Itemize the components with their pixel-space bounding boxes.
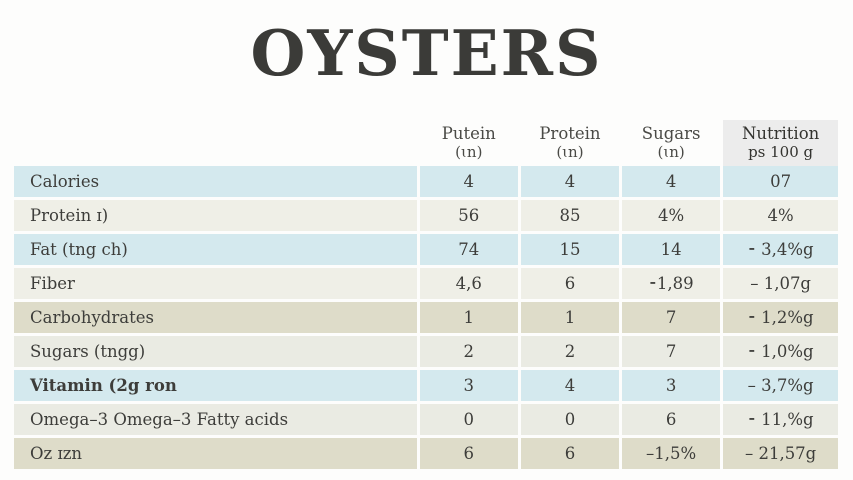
table-row: Omega–3 Omega–3 Fatty acids 0 0 6 ⁃ 11,%g xyxy=(14,404,839,435)
row-value-cell: 6 xyxy=(419,438,518,469)
header-label-main: Nutrition xyxy=(741,124,820,144)
table-row: Sugars (tngg) 2 2 7 ⁃ 1,0%g xyxy=(14,336,839,367)
row-value-cell: 56 xyxy=(419,200,518,231)
row-value-cell: 7 xyxy=(622,336,721,367)
row-value-cell: 85 xyxy=(520,200,620,231)
row-value-cell: 7 xyxy=(622,302,721,333)
row-value-cell: – 21,57g xyxy=(723,438,839,469)
row-value-cell: 4 xyxy=(622,166,721,197)
table-row: Fat (tng ch) 74 15 14 ⁃ 3,4%g xyxy=(14,234,839,265)
row-label: Sugars (tngg) xyxy=(14,336,417,367)
row-label: Oz ɪzn xyxy=(14,438,417,469)
row-value-cell: 1 xyxy=(520,302,620,333)
header-cell-nutrition: Nutrition ps 100 g xyxy=(723,120,839,166)
row-value-cell: 15 xyxy=(520,234,620,265)
header-cell-putein: Putein (ɩn) xyxy=(420,120,518,166)
row-value-cell: 74 xyxy=(419,234,518,265)
row-value-cell: –1,5% xyxy=(622,438,721,469)
row-value-cell: 0 xyxy=(419,404,518,435)
row-value-cell: – 3,7%g xyxy=(723,370,839,401)
row-value-cell: 14 xyxy=(622,234,721,265)
header-label-sub: (ɩn) xyxy=(657,142,685,161)
table-row: Protein ɪ) 56 85 4% 4% xyxy=(14,200,839,231)
header-label-sub: (ɩn) xyxy=(455,142,483,161)
table-row: Carbohydrates 1 1 7 ⁃ 1,2%g xyxy=(14,302,839,333)
row-value-cell: 6 xyxy=(622,404,721,435)
row-label: Omega–3 Omega–3 Fatty acids xyxy=(14,404,417,435)
row-value-cell: 4% xyxy=(723,200,839,231)
row-value-cell: 4 xyxy=(520,370,620,401)
table-row: Calories 4 4 4 07 xyxy=(14,166,839,197)
row-value-cell: – 1,07g xyxy=(723,268,839,299)
header-label-main: Sugars xyxy=(641,124,701,144)
row-value-cell: 6 xyxy=(520,438,620,469)
row-value-cell: ⁃ 11,%g xyxy=(723,404,839,435)
page-title: OYSTERS xyxy=(250,16,603,90)
table-row: Vitamin (2g ron 3 4 3– 3,7%g xyxy=(14,370,839,401)
row-value-cell: ⁃1,89 xyxy=(622,268,721,299)
row-value-cell: 3 xyxy=(419,370,518,401)
page-title-wrap: OYSTERS xyxy=(0,22,853,85)
table-row: Oz ɪzn 6 6 –1,5% – 21,57g xyxy=(14,438,839,469)
row-label: Calories xyxy=(14,166,417,197)
header-label-sub: ps 100 g xyxy=(748,142,814,161)
row-value-cell: 07 xyxy=(723,166,839,197)
header-cell-blank xyxy=(14,120,417,166)
header-label-main: Putein xyxy=(441,124,496,144)
row-value-cell: 4,6 xyxy=(419,268,518,299)
row-label: Fiber xyxy=(14,268,417,299)
row-value-cell: 3 xyxy=(622,370,721,401)
row-label: Protein ɪ) xyxy=(14,200,417,231)
row-label: Carbohydrates xyxy=(14,302,417,333)
table-row: Fiber 4,6 6 ⁃1,89– 1,07g xyxy=(14,268,839,299)
row-value-cell: 4 xyxy=(520,166,620,197)
row-value-cell: ⁃ 1,2%g xyxy=(723,302,839,333)
row-value-cell: ⁃ 1,0%g xyxy=(723,336,839,367)
row-value-cell: 0 xyxy=(520,404,620,435)
row-value-cell: 4 xyxy=(419,166,518,197)
header-label-sub: (ɩn) xyxy=(556,142,584,161)
row-value-cell: ⁃ 3,4%g xyxy=(723,234,839,265)
table-header-row: Putein (ɩn) Protein (ɩn) Sugars (ɩn) Nut… xyxy=(14,120,839,166)
header-label-main: Protein xyxy=(539,124,601,144)
row-value-cell: 2 xyxy=(520,336,620,367)
row-value-cell: 6 xyxy=(520,268,620,299)
row-value-cell: 2 xyxy=(419,336,518,367)
row-value-cell: 4% xyxy=(622,200,721,231)
header-cell-protein: Protein (ɩn) xyxy=(521,120,619,166)
nutrition-table: Putein (ɩn) Protein (ɩn) Sugars (ɩn) Nut… xyxy=(14,120,839,472)
row-label: Fat (tng ch) xyxy=(14,234,417,265)
row-label: Vitamin (2g ron xyxy=(14,370,417,401)
row-value-cell: 1 xyxy=(419,302,518,333)
header-cell-sugars: Sugars (ɩn) xyxy=(622,120,720,166)
